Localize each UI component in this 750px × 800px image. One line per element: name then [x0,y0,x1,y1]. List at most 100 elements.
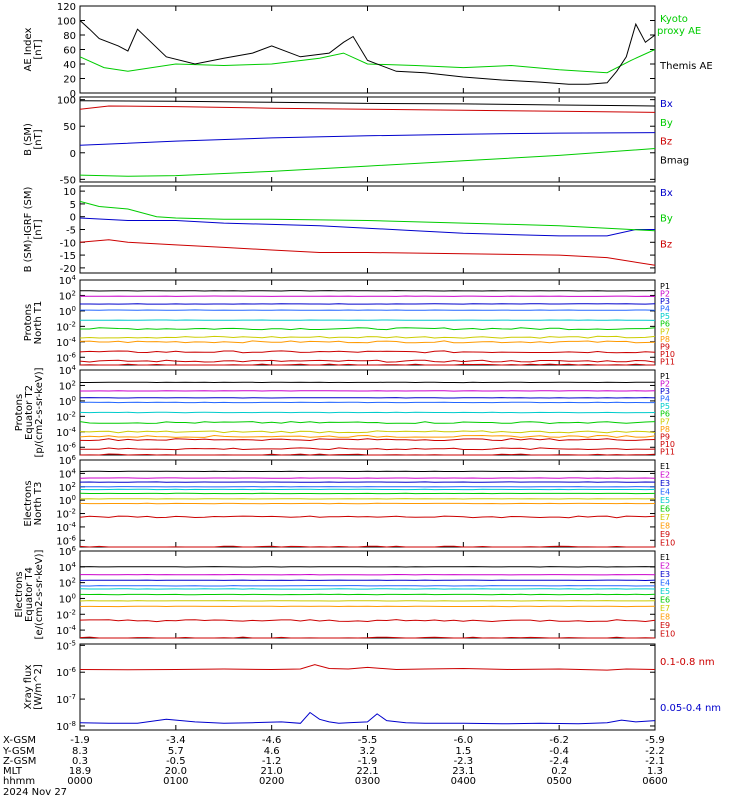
series-0-1-0-8-nm-line [79,664,656,671]
legend-label: E2 [660,562,670,571]
footer-value: 0100 [163,776,188,787]
footer-value: -2.2 [645,746,665,757]
legend-label: E9 [660,621,670,630]
legend-label: P6 [660,320,670,329]
footer-row-label: MLT [3,766,23,777]
y-tick-label: 80 [63,31,76,42]
footer-value: 20.0 [165,766,187,777]
legend-label: E10 [660,539,675,548]
legend-label: proxy AE [657,26,701,37]
y-tick-label: 104 [59,364,77,377]
y-axis-label: Equator T2 [24,385,35,440]
panel-frame [79,96,656,183]
legend-label: Bx [660,188,673,199]
panel-frame [79,643,656,731]
series-p9-line [79,350,656,354]
series-e9-line [79,619,656,623]
legend-label: E2 [660,471,670,480]
y-tick-label: 100 [57,96,76,107]
y-tick-label: 10-4 [56,624,76,637]
legend-label: E5 [660,496,670,505]
legend-label: E5 [660,587,670,596]
y-tick-label: 10-6 [56,441,76,454]
series-p6-line [80,327,656,331]
y-axis-label: Protons [23,304,34,341]
y-tick-label: 40 [63,60,76,71]
series-e9-line [79,515,656,519]
y-tick-label: 106 [59,545,77,558]
legend-label: P5 [660,312,670,321]
legend-label: E7 [660,513,670,522]
footer-value: -2.1 [645,756,665,767]
legend-label: Themis AE [659,61,713,72]
footer-value: 0.3 [72,756,88,767]
y-tick-label: 10-4 [56,336,76,349]
footer-value: 1.5 [455,746,471,757]
legend-label: Bz [660,239,672,250]
legend-label: P8 [660,425,670,434]
y-tick-label: 10-6 [56,534,76,547]
panel-e_eq: 106 104 102 100 10-2 10-4 Electrons Equator T4[… [14,545,675,639]
footer-value: 23.1 [452,766,474,777]
legend-label: E8 [660,522,670,531]
footer-value: 1.3 [647,766,663,777]
footer-value: -6.2 [549,735,569,746]
footer-value: -2.4 [549,756,569,767]
y-tick-label: 104 [59,467,77,480]
legend-label: 0.05-0.4 nm [660,703,721,714]
series-bmag-line [79,100,656,107]
footer-value: 4.6 [264,746,280,757]
footer-value: 3.2 [360,746,376,757]
y-tick-label: 0 [70,89,76,100]
legend-label: P11 [660,447,675,456]
y-tick-label: 102 [59,577,76,590]
y-tick-label: 20 [63,75,76,86]
footer-row-label: Z-GSM [3,756,36,767]
y-axis-label: [nT] [33,39,44,59]
legend-label: P3 [660,297,670,306]
y-tick-label: 102 [59,289,76,302]
legend-label: E4 [660,488,670,497]
footer-row-label: X-GSM [3,735,36,746]
footer-value: -5.5 [358,735,378,746]
y-tick-label: 100 [59,305,76,318]
y-tick-label: 102 [59,481,76,494]
y-tick-label: 100 [57,17,76,28]
y-axis-label: Protons [14,394,25,431]
series-bx-line [79,132,656,146]
y-axis-label: Electrons [14,571,25,617]
legend-label: E9 [660,530,670,539]
y-tick-label: 102 [59,379,76,392]
series-p10-line [80,447,656,451]
panel-p_eq: 104 102 100 10-2 10-4 10-6 Protons Equator T2 [p… [14,364,675,458]
series-e10-line [79,545,655,548]
legend-label: E6 [660,596,670,605]
y-tick-label: 104 [59,561,77,574]
legend-label: P4 [660,395,670,404]
panel-b_igrf: -20 -15 -10-5 0 5 10 B (SM)-IGRF (SM) [nT] Bx By B… [23,185,673,275]
y-tick-label: -50 [60,175,76,186]
y-tick-label: 106 [59,454,77,467]
legend-label: P6 [660,410,670,419]
footer-value: 22.1 [356,766,378,777]
footer-value: 21.0 [261,766,283,777]
legend-label: P10 [660,350,675,359]
series-0-05-0-4-nm-line [79,711,656,725]
legend-label: By [660,118,673,129]
legend-label: E4 [660,579,670,588]
footer-value: -4.6 [262,735,282,746]
footer-value: -1.9 [358,756,378,767]
legend-label: Bz [660,137,672,148]
legend-label: P2 [660,290,670,299]
series-p8-line [79,340,656,344]
legend-label: P1 [660,282,670,291]
y-tick-label: 0 [70,149,76,160]
legend-label: P4 [660,305,670,314]
footer-value: 18.9 [69,766,91,777]
series-p6-line [79,421,656,425]
footer-value: 0.2 [551,766,567,777]
y-axis-label: Equator T4 [24,567,35,622]
y-tick-label: 10-2 [56,320,76,333]
